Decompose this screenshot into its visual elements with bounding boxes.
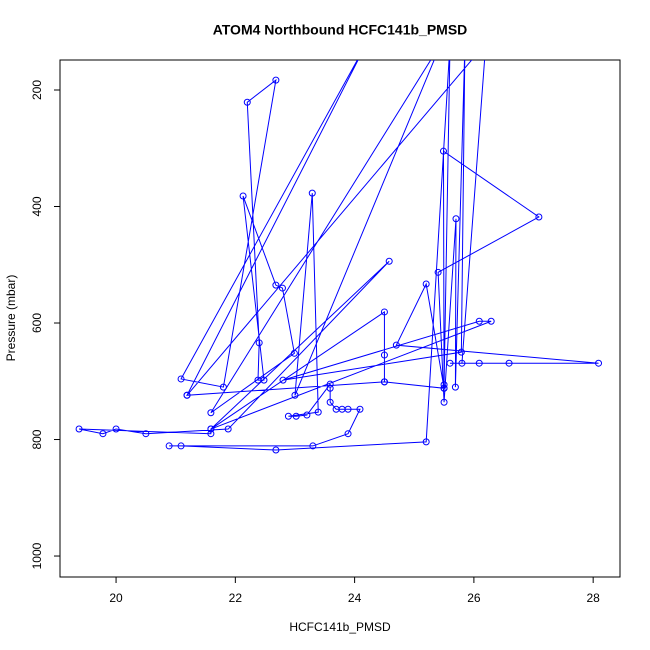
data-point bbox=[380, 308, 388, 316]
data-point bbox=[183, 391, 191, 399]
data-point bbox=[219, 383, 227, 391]
plot-area bbox=[75, 40, 603, 454]
data-point bbox=[177, 442, 185, 450]
data-point bbox=[272, 76, 280, 84]
data-point bbox=[112, 425, 120, 433]
x-tick-label: 26 bbox=[467, 591, 481, 605]
data-point bbox=[207, 425, 215, 433]
data-point bbox=[380, 378, 388, 386]
y-tick-label: 400 bbox=[30, 196, 44, 216]
y-axis-label: Pressure (mbar) bbox=[4, 275, 18, 362]
data-point bbox=[457, 348, 465, 356]
data-point bbox=[260, 376, 268, 384]
data-point bbox=[291, 391, 299, 399]
y-tick-label: 1000 bbox=[30, 542, 44, 569]
data-point bbox=[392, 341, 400, 349]
data-point bbox=[272, 281, 280, 289]
data-point bbox=[535, 213, 543, 221]
data-point bbox=[344, 405, 352, 413]
data-point bbox=[385, 257, 393, 265]
data-point bbox=[165, 442, 173, 450]
data-point bbox=[75, 425, 83, 433]
series-line bbox=[78, 60, 599, 451]
data-point bbox=[451, 383, 459, 391]
x-axis-label: HCFC141b_PMSD bbox=[289, 620, 391, 634]
data-point bbox=[439, 147, 447, 155]
y-tick-label: 200 bbox=[30, 80, 44, 100]
data-point bbox=[142, 430, 150, 438]
data-point bbox=[364, 40, 370, 46]
x-tick-label: 22 bbox=[229, 591, 243, 605]
data-point bbox=[440, 398, 448, 406]
data-point bbox=[475, 359, 483, 367]
data-point bbox=[239, 192, 247, 200]
data-point bbox=[326, 384, 334, 392]
data-point bbox=[207, 430, 215, 438]
data-point bbox=[326, 398, 334, 406]
data-point bbox=[279, 376, 287, 384]
data-point bbox=[309, 442, 317, 450]
data-point bbox=[458, 359, 466, 367]
data-point bbox=[434, 268, 442, 276]
y-tick-label: 600 bbox=[30, 313, 44, 333]
x-tick-label: 20 bbox=[109, 591, 123, 605]
data-point bbox=[207, 409, 215, 417]
data-point bbox=[177, 375, 185, 383]
data-point bbox=[487, 317, 495, 325]
data-point bbox=[99, 430, 107, 438]
data-point bbox=[308, 189, 316, 197]
data-point bbox=[344, 430, 352, 438]
data-point bbox=[447, 40, 453, 46]
x-tick-label: 24 bbox=[348, 591, 362, 605]
chart-title: ATOM4 Northbound HCFC141b_PMSD bbox=[213, 22, 468, 38]
data-point bbox=[422, 438, 430, 446]
data-point bbox=[314, 408, 322, 416]
data-point bbox=[462, 40, 468, 46]
data-point bbox=[356, 405, 364, 413]
data-point bbox=[440, 384, 448, 392]
data-point bbox=[438, 40, 444, 46]
data-point bbox=[505, 359, 513, 367]
data-point bbox=[475, 317, 483, 325]
data-point bbox=[224, 425, 232, 433]
data-point bbox=[284, 412, 292, 420]
data-point bbox=[452, 215, 460, 223]
data-point bbox=[278, 284, 286, 292]
data-point bbox=[272, 446, 280, 454]
data-point bbox=[326, 380, 334, 388]
data-point bbox=[290, 349, 298, 357]
data-point bbox=[255, 339, 263, 347]
data-point bbox=[440, 381, 448, 389]
data-point bbox=[380, 351, 388, 359]
data-point bbox=[243, 98, 251, 106]
data-point bbox=[303, 411, 311, 419]
x-tick-label: 28 bbox=[586, 591, 600, 605]
data-point bbox=[292, 412, 300, 420]
data-point bbox=[446, 359, 454, 367]
y-tick-label: 800 bbox=[30, 429, 44, 449]
data-point bbox=[595, 359, 603, 367]
data-point bbox=[422, 280, 430, 288]
plot-frame bbox=[59, 59, 621, 578]
data-point bbox=[483, 40, 489, 46]
